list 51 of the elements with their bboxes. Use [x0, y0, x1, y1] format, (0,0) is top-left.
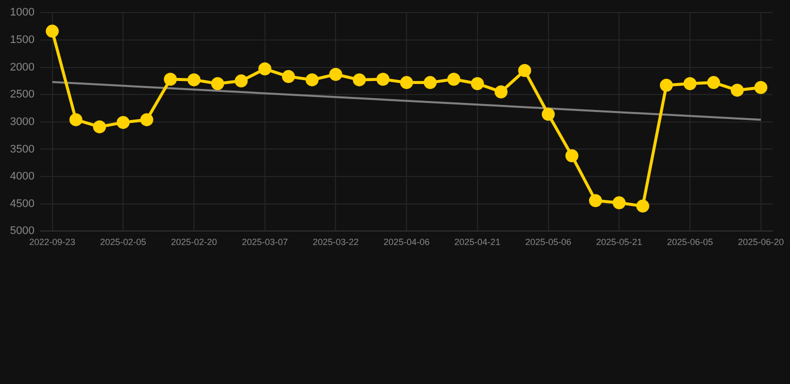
point: [589, 194, 602, 208]
x-tick-label: 2025-06-05: [666, 237, 714, 248]
point: [352, 73, 366, 86]
point: [187, 73, 200, 86]
point: [565, 149, 578, 162]
y-tick-label: 5000: [10, 225, 34, 238]
point: [211, 77, 224, 90]
point: [69, 113, 82, 126]
x-tick-label: 2025-05-21: [596, 237, 642, 248]
y-tick-label: 4000: [10, 170, 34, 183]
x-tick-label: 2025-03-22: [312, 237, 359, 248]
x-tick-label: 2022-09-23: [29, 237, 76, 248]
point: [494, 85, 508, 98]
point: [707, 76, 720, 90]
y-tick-label: 3500: [10, 143, 34, 156]
point: [258, 62, 272, 76]
point: [46, 24, 59, 38]
point: [93, 120, 106, 134]
x-tick-label: 2025-06-20: [738, 237, 784, 248]
y-tick-label: 1000: [10, 6, 34, 19]
point: [730, 84, 744, 97]
point: [447, 72, 460, 86]
point: [376, 72, 390, 86]
x-tick-label: 2025-05-06: [525, 237, 572, 248]
point: [282, 70, 295, 84]
point: [329, 68, 342, 81]
point: [660, 78, 673, 92]
x-tick-label: 2025-04-21: [454, 237, 500, 248]
point: [306, 73, 319, 86]
point: [116, 116, 130, 129]
x-tick-label: 2025-04-06: [384, 237, 430, 248]
point: [754, 80, 768, 94]
point: [234, 74, 248, 88]
x-tick-label: 2025-02-20: [170, 237, 218, 248]
point: [612, 196, 626, 210]
point: [636, 200, 650, 213]
point: [140, 113, 154, 126]
point: [518, 64, 532, 78]
point: [424, 76, 437, 90]
point: [470, 77, 484, 90]
y-tick-label: 1500: [10, 34, 34, 46]
y-tick-label: 2500: [10, 88, 34, 101]
x-tick-label: 2025-02-05: [100, 237, 146, 248]
y-tick-label: 3000: [10, 116, 34, 128]
point: [683, 77, 696, 90]
point: [400, 76, 414, 90]
point: [542, 108, 555, 121]
point: [164, 72, 177, 86]
y-tick-label: 4500: [10, 198, 34, 210]
y-tick-label: 2000: [10, 61, 34, 74]
x-tick-label: 2025-03-07: [242, 237, 288, 248]
